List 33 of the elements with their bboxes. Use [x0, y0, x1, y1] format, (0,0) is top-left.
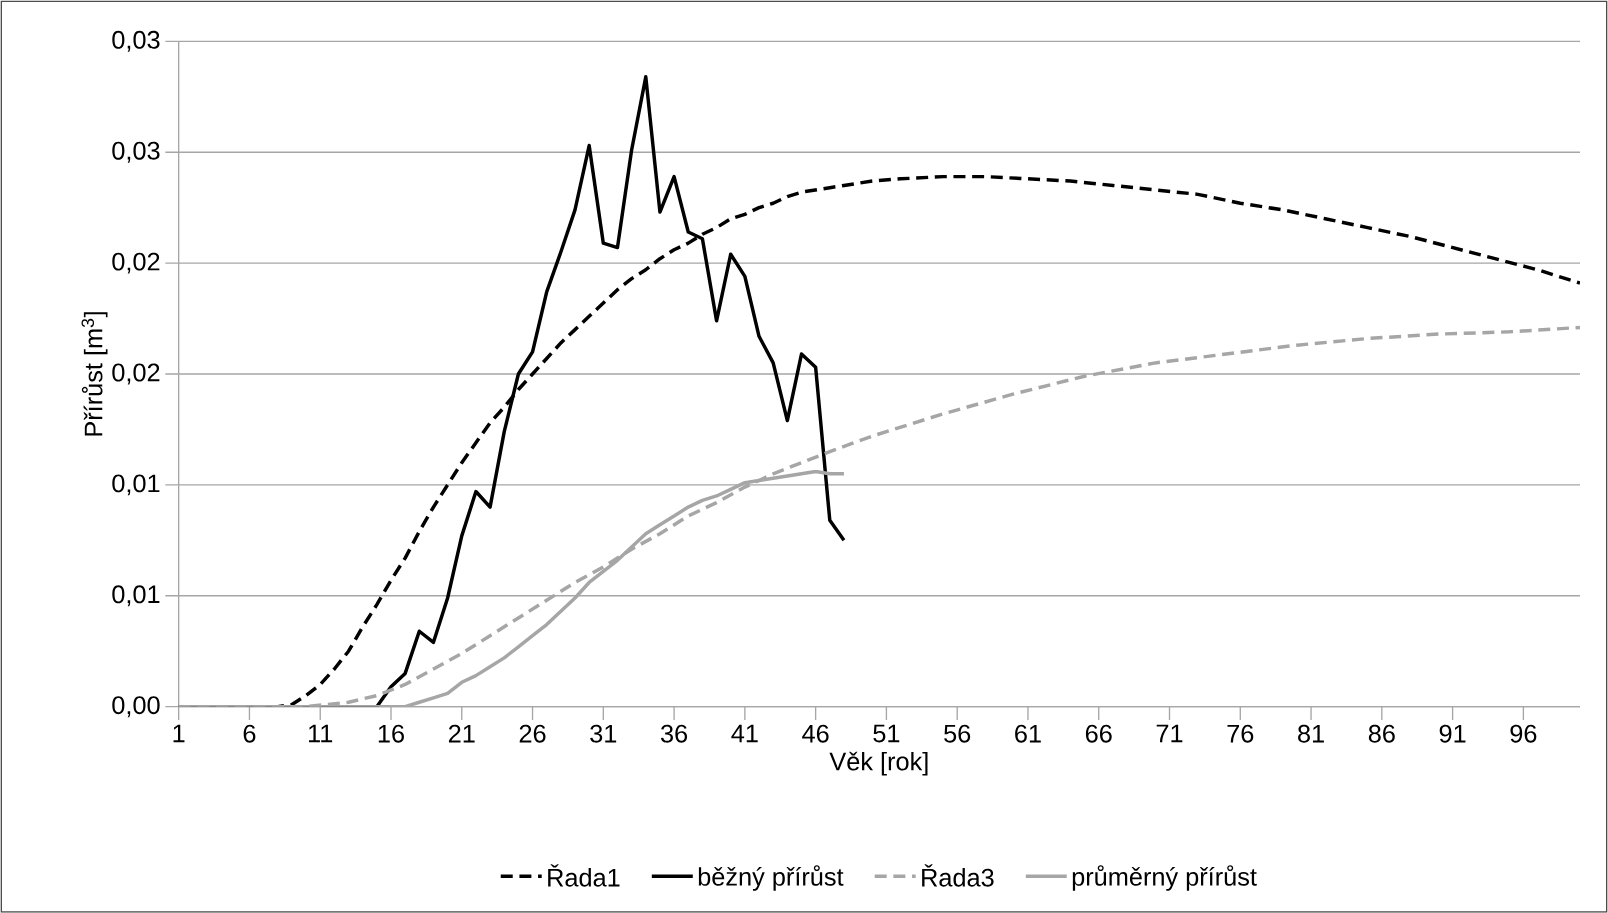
legend-label: průměrný přírůst	[1072, 864, 1257, 891]
x-tick-label: 61	[1015, 724, 1041, 743]
y-tick-label: 0,03	[112, 141, 160, 163]
y-tick-label: 0,01	[112, 585, 160, 607]
x-tick-label: 56	[944, 724, 971, 743]
legend-label: Řada3	[922, 864, 994, 887]
x-tick-label: 86	[1368, 724, 1395, 743]
x-tick-label: 46	[802, 724, 829, 743]
x-tick-label: 6	[243, 724, 256, 743]
x-tick-label: 71	[1156, 724, 1183, 742]
x-tick-label: 16	[378, 724, 404, 743]
y-tick-label: 0,01	[112, 474, 160, 496]
x-tick-label: 26	[519, 724, 546, 743]
y-axis-title: Přírůst [m$^{3}$]	[81, 311, 108, 436]
x-tick-label: 96	[1510, 724, 1537, 743]
x-axis-title: Věk [rok]	[829, 751, 928, 776]
legend-label: Řada1	[548, 864, 620, 887]
x-tick-label: 11	[309, 724, 333, 742]
y-tick-label: 0,00	[112, 696, 160, 717]
x-tick-label: 91	[1439, 724, 1466, 743]
legend-label: běžný přírůst	[698, 864, 844, 891]
x-tick-label: 41	[731, 724, 758, 742]
x-tick-label: 31	[590, 724, 617, 743]
y-tick-label: 0,03	[112, 30, 160, 52]
x-tick-label: 21	[448, 724, 475, 743]
y-tick-label: 0,02	[112, 363, 160, 385]
y-tick-label: 0,02	[112, 252, 160, 274]
x-tick-label: 36	[660, 724, 688, 743]
x-tick-label: 1	[173, 724, 185, 742]
x-tick-label: 66	[1085, 724, 1112, 743]
x-tick-label: 76	[1227, 724, 1254, 743]
x-tick-label: 51	[873, 724, 900, 743]
x-tick-label: 81	[1298, 724, 1324, 743]
